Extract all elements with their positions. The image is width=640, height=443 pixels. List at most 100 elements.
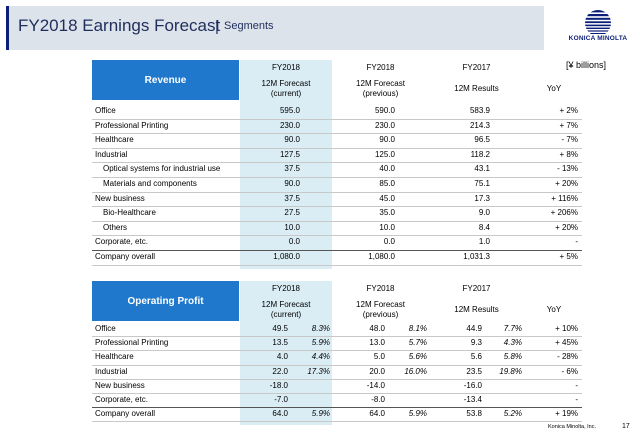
row-divider: [92, 421, 582, 423]
value-previous: -14.0: [366, 380, 385, 390]
value-results: 214.3: [469, 120, 490, 130]
margin-previous: 5.7%: [408, 338, 427, 348]
operating_profit-column-label: YoY: [546, 305, 562, 314]
row-divider: [92, 378, 582, 380]
row-label: Office: [95, 106, 116, 115]
value-previous: 590.0: [374, 106, 395, 115]
margin-previous: 5.9%: [408, 409, 427, 419]
value-yoy: - 7%: [561, 135, 578, 145]
margin-results: 5.2%: [503, 409, 522, 419]
value-current: 22.0: [272, 366, 288, 376]
row-divider: [92, 364, 582, 366]
value-results: 9.0: [478, 208, 490, 218]
row-divider: [92, 336, 582, 338]
margin-current: 5.9%: [311, 338, 330, 348]
row-divider: [92, 191, 582, 193]
value-yoy: - 6%: [561, 366, 578, 376]
margin-results: 5.8%: [503, 352, 522, 362]
value-previous: 10.0: [379, 222, 395, 232]
value-yoy: + 45%: [555, 338, 578, 348]
row-label: Healthcare: [95, 135, 134, 145]
margin-results: 7.7%: [503, 324, 522, 333]
value-previous: 20.0: [369, 366, 385, 376]
value-current: 90.0: [284, 179, 300, 188]
value-previous: 1,080.0: [368, 252, 395, 261]
value-previous: 35.0: [379, 208, 395, 218]
margin-current: 17.3%: [307, 366, 330, 376]
value-previous: 125.0: [374, 149, 395, 159]
value-results: 1,031.3: [463, 252, 490, 261]
row-label: Corporate, etc.: [95, 237, 148, 247]
page-subtitle: Segments: [224, 20, 274, 32]
value-results: 23.5: [466, 366, 482, 376]
value-current: 595.0: [279, 106, 300, 115]
value-previous: 64.0: [369, 409, 385, 419]
footer-company: Konica Minolta, Inc.: [548, 424, 596, 430]
row-divider: [92, 147, 582, 149]
value-yoy: + 2%: [559, 106, 578, 115]
row-label: Industrial: [95, 366, 128, 376]
revenue-year-header: FY2018: [271, 63, 301, 72]
value-current: 13.5: [272, 338, 288, 348]
value-results: 17.3: [474, 193, 490, 203]
margin-previous: 8.1%: [408, 324, 427, 333]
value-yoy: + 5%: [559, 252, 578, 261]
value-previous: 13.0: [369, 338, 385, 348]
total-divider: [92, 250, 582, 251]
row-divider: [92, 177, 582, 178]
value-yoy: + 116%: [551, 193, 578, 203]
value-current: 0.0: [288, 237, 300, 247]
value-previous: 48.0: [369, 324, 385, 333]
value-previous: 40.0: [379, 164, 395, 174]
page-title: FY2018 Earnings Forecast: [18, 16, 221, 35]
row-label: Others: [103, 222, 128, 232]
margin-previous: 16.0%: [404, 366, 427, 376]
value-yoy: -: [575, 395, 578, 404]
value-yoy: -: [575, 380, 578, 390]
value-previous: 230.0: [374, 120, 395, 130]
operating_profit-column-label: 12M Results: [454, 305, 499, 314]
revenue-year-header: FY2018: [366, 63, 395, 72]
margin-results: 19.8%: [499, 366, 522, 376]
value-current: 49.5: [272, 324, 288, 333]
value-results: 9.3: [470, 338, 482, 348]
value-results: 75.1: [474, 179, 490, 188]
row-divider: [92, 162, 582, 164]
value-current: -18.0: [269, 380, 288, 390]
value-yoy: + 20%: [555, 222, 578, 232]
title-accent: [6, 6, 9, 50]
total-label: Company overall: [95, 409, 156, 419]
operating_profit-column-label: 12M Forecast (current): [261, 300, 311, 319]
value-results: 53.8: [466, 409, 482, 419]
value-previous: -8.0: [371, 395, 385, 404]
revenue-current-column-highlight: [240, 60, 332, 269]
row-label: New business: [95, 193, 145, 203]
value-results: 118.2: [470, 149, 490, 159]
value-results: -13.4: [463, 395, 482, 404]
logo-text: KONICA MINOLTA: [568, 35, 628, 42]
row-label: Office: [95, 324, 116, 333]
row-divider: [92, 206, 582, 208]
page-number: 17: [622, 423, 630, 430]
value-yoy: - 28%: [557, 352, 578, 362]
revenue-column-label: 12M Forecast (previous): [356, 79, 405, 98]
value-current: -7.0: [274, 395, 288, 404]
revenue-column-label: 12M Forecast (current): [261, 79, 311, 98]
operating_profit-year-header: FY2018: [366, 284, 395, 293]
value-current: 64.0: [272, 409, 288, 419]
value-yoy: + 20%: [555, 179, 578, 188]
value-results: 5.6: [470, 352, 482, 362]
value-results: 43.1: [474, 164, 490, 174]
value-current: 10.0: [284, 222, 300, 232]
margin-current: 4.4%: [311, 352, 330, 362]
konica-minolta-logo-icon: [585, 10, 611, 36]
value-yoy: -: [575, 237, 578, 247]
operating_profit-year-header: FY2018: [271, 284, 301, 293]
revenue-heading: Revenue: [92, 60, 239, 100]
value-results: 44.9: [466, 324, 482, 333]
value-previous: 5.0: [373, 352, 385, 362]
value-previous: 0.0: [383, 237, 395, 247]
row-divider: [92, 235, 582, 237]
row-divider: [92, 133, 582, 135]
row-divider: [92, 118, 582, 120]
